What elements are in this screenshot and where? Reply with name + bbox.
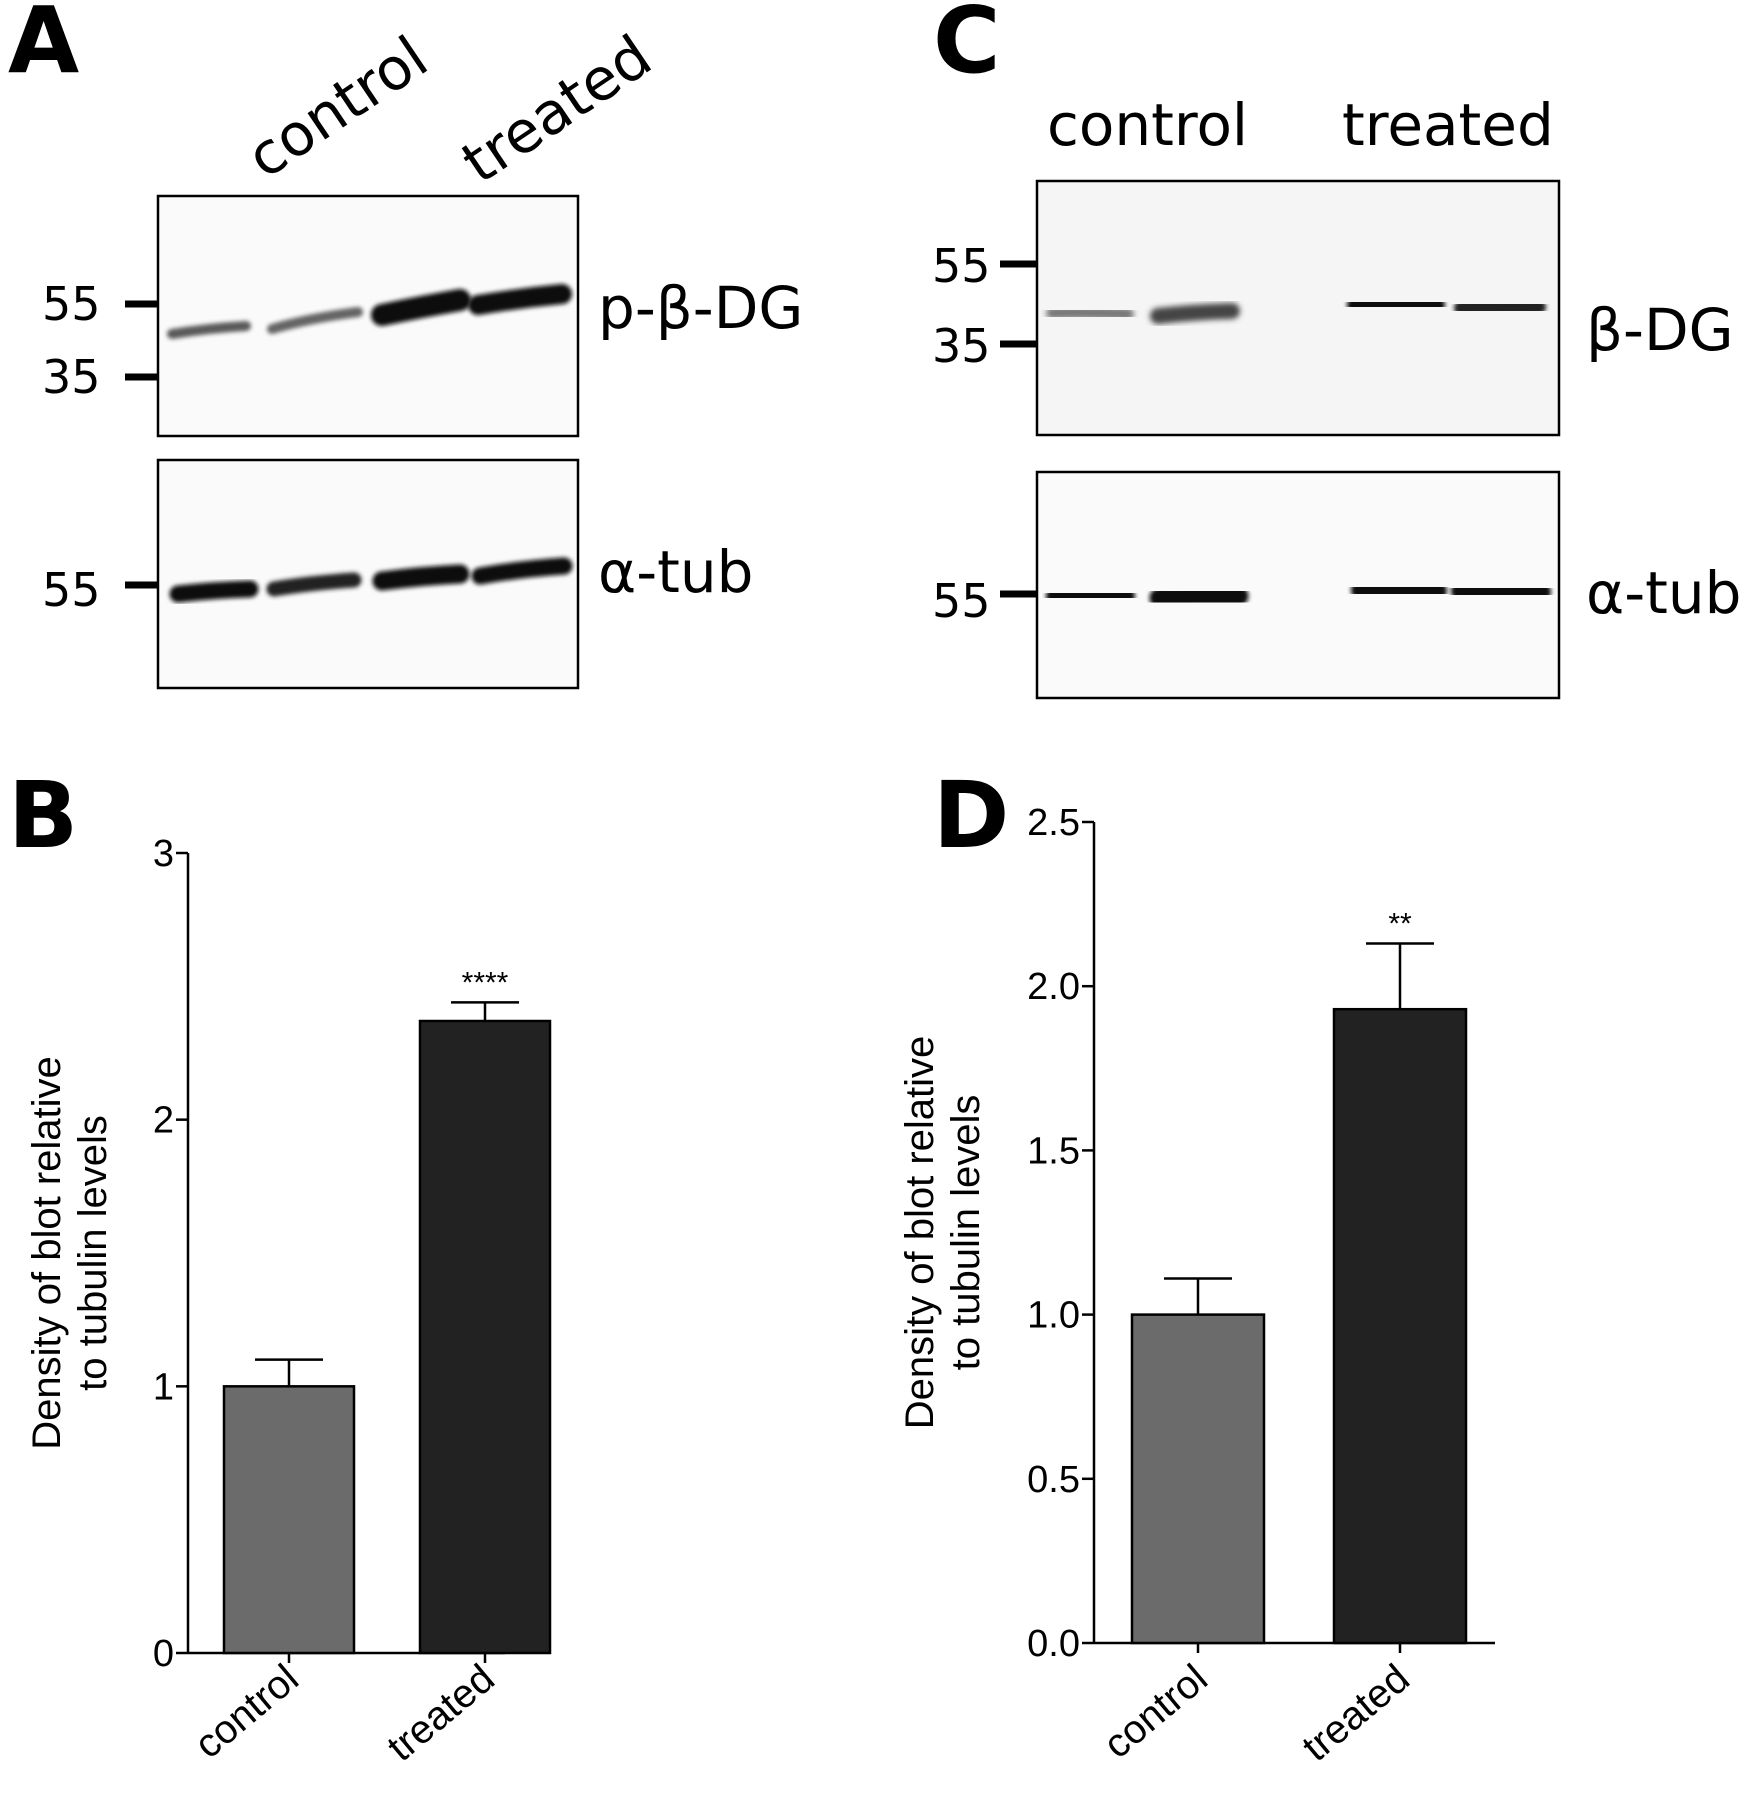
band [1451, 579, 1551, 603]
y-tick-label: 0.0 [1027, 1623, 1080, 1665]
blot-target-label: p-β-DG [598, 274, 803, 342]
band [1347, 295, 1445, 314]
y-tick-label: 1.0 [1027, 1295, 1080, 1337]
y-axis-label: to tubulin levels [944, 1095, 988, 1371]
panel-c: C control treated 55 35 β-DG 55 α-tub [932, 0, 1741, 700]
blot-bands-beta-dg [1046, 295, 1546, 324]
bar-control [1130, 1313, 1266, 1645]
bar-control [222, 1385, 356, 1655]
mw-marker-55: 55 [42, 563, 101, 617]
lane-label-treated: treated [450, 22, 664, 197]
bar-treated [1332, 1007, 1468, 1645]
band [266, 572, 362, 597]
mw-marker-55: 55 [42, 277, 101, 331]
blot-bands-p-beta-dg [167, 284, 572, 339]
significance-label: **** [462, 966, 509, 999]
band [267, 307, 363, 334]
band [1046, 585, 1135, 606]
blot-target-label: α-tub [598, 538, 753, 606]
x-tick-label: control [1096, 1656, 1216, 1767]
band [468, 284, 572, 315]
lane-label-control: control [235, 23, 440, 192]
bar-treated [418, 1019, 552, 1655]
band [169, 580, 259, 603]
band [1454, 298, 1546, 316]
y-tick-label: 0 [153, 1633, 174, 1675]
band [1046, 306, 1134, 320]
band [372, 564, 470, 591]
band [167, 321, 251, 339]
y-axis-label: to tubulin levels [71, 1115, 115, 1391]
bar-chart-d: 0.0 0.5 1.0 1.5 2.0 2.5 Density of blot relati… [898, 802, 1495, 1770]
y-tick-label: 2.0 [1027, 966, 1080, 1008]
x-tick-label: control [187, 1656, 307, 1767]
y-tick-label: 2 [153, 1100, 174, 1142]
blot-bands-alpha-tub [1046, 578, 1551, 609]
y-tick-label: 0.5 [1027, 1459, 1080, 1501]
blot-target-label: β-DG [1586, 296, 1734, 364]
blot-membrane-p-beta-dg [156, 194, 580, 438]
lane-label-control: control [1047, 91, 1248, 159]
significance-label: ** [1388, 908, 1412, 941]
panel-letter-a: A [8, 0, 79, 94]
x-tick-label: treated [379, 1656, 503, 1770]
y-tick-label: 3 [153, 833, 174, 875]
panel-letter-d: D [933, 762, 1009, 869]
band [1149, 585, 1249, 609]
band [1150, 303, 1240, 324]
blot-bands-alpha-tub [169, 557, 573, 603]
mw-marker-55: 55 [932, 239, 991, 293]
lane-label-treated: treated [1342, 91, 1554, 159]
y-tick-label: 2.5 [1027, 802, 1080, 844]
y-tick-label: 1 [153, 1366, 174, 1408]
panel-letter-c: C [933, 0, 1001, 94]
mw-marker-55: 55 [932, 574, 991, 628]
band [371, 289, 471, 326]
y-tick-label: 1.5 [1027, 1130, 1080, 1172]
mw-marker-35: 35 [42, 350, 101, 404]
blot-target-label: α-tub [1586, 559, 1741, 627]
y-axis-label: Density of blot relative [25, 1056, 69, 1450]
bar-chart-b: 0 1 2 3 Density of blot relative to tubulin l… [25, 833, 552, 1770]
panel-letter-b: B [8, 762, 78, 869]
band [1351, 578, 1447, 602]
y-axis-label: Density of blot relative [898, 1036, 942, 1430]
mw-marker-35: 35 [932, 319, 991, 373]
band [471, 557, 573, 585]
panel-a: A control treated 55 35 p-β-DG 55 α-tub [8, 0, 803, 690]
x-tick-label: treated [1294, 1656, 1418, 1770]
